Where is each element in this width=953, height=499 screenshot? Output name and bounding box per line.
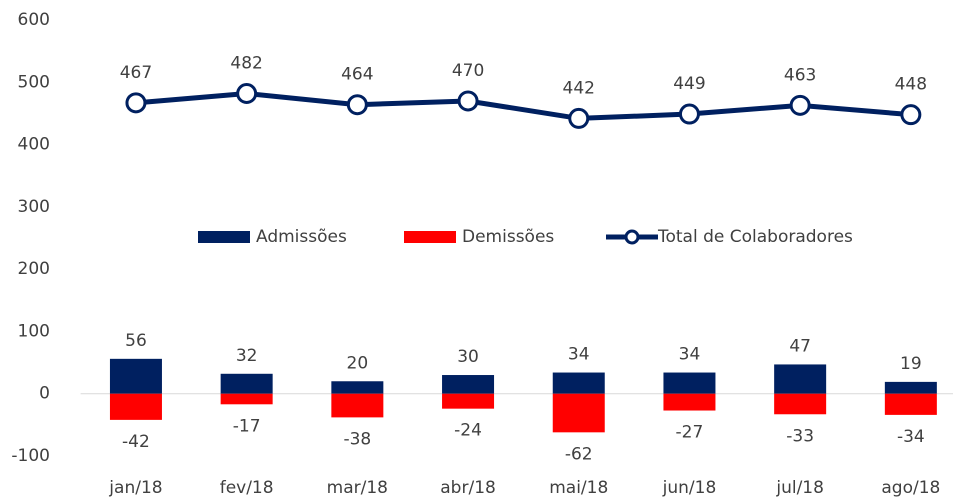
bar: [552, 372, 605, 394]
line-marker: [457, 90, 479, 112]
data-label: -24: [454, 421, 482, 441]
bar: [331, 381, 384, 394]
data-label: 448: [895, 75, 927, 95]
bar: [109, 358, 162, 394]
legend-label: Total de Colaboradores: [657, 227, 853, 247]
line-marker: [346, 94, 368, 116]
data-label: 449: [673, 74, 705, 94]
data-label: 470: [452, 61, 484, 81]
legend-label: Demissões: [462, 227, 554, 247]
y-tick-label: 300: [18, 197, 50, 217]
y-tick-label: -100: [11, 446, 50, 466]
bar: [663, 372, 716, 394]
line-marker: [900, 104, 922, 126]
y-tick-label: 400: [18, 135, 50, 155]
data-label: -62: [565, 444, 593, 464]
data-label: 32: [236, 346, 258, 366]
x-tick-label: jan/18: [108, 478, 162, 498]
data-label: -42: [122, 432, 150, 452]
bar: [663, 393, 716, 411]
x-tick-label: abr/18: [440, 478, 496, 498]
line-marker: [236, 82, 258, 104]
data-label: -27: [676, 423, 704, 443]
data-label: 30: [457, 347, 479, 367]
data-label: -33: [786, 426, 814, 446]
bar: [774, 393, 827, 415]
data-label: 19: [900, 354, 922, 374]
bar: [331, 393, 384, 418]
data-label: -34: [897, 427, 925, 447]
data-label: 47: [789, 336, 811, 356]
data-label: 34: [568, 345, 590, 365]
x-tick-label: mar/18: [327, 478, 388, 498]
y-tick-label: 100: [18, 321, 50, 341]
data-label: 56: [125, 331, 147, 351]
data-label: 20: [347, 353, 369, 373]
y-tick-label: 600: [18, 10, 50, 30]
data-label: 467: [120, 63, 152, 83]
legend-swatch: [404, 231, 456, 243]
legend-swatch: [624, 229, 640, 245]
bar: [220, 393, 273, 405]
x-tick-label: jun/18: [662, 478, 717, 498]
x-tick-label: jul/18: [775, 478, 824, 498]
line-marker: [789, 94, 811, 116]
bar: [884, 393, 937, 415]
line-marker: [568, 107, 590, 129]
data-label: 442: [563, 78, 595, 98]
data-label: -17: [233, 416, 261, 436]
x-tick-label: ago/18: [881, 478, 940, 498]
y-tick-label: 0: [39, 384, 50, 404]
x-tick-label: mai/18: [549, 478, 608, 498]
data-label: 463: [784, 65, 816, 85]
legend-label: Admissões: [256, 227, 347, 247]
bar: [774, 364, 827, 394]
bar: [109, 393, 162, 420]
bar: [442, 393, 495, 409]
legend-swatch: [198, 231, 250, 243]
bar: [552, 393, 605, 433]
data-label: 482: [230, 53, 262, 73]
line-marker: [125, 92, 147, 114]
y-tick-label: 200: [18, 259, 50, 279]
y-tick-label: 500: [18, 72, 50, 92]
line: [135, 90, 912, 121]
x-tick-label: fev/18: [220, 478, 274, 498]
bar: [884, 381, 937, 394]
bar: [220, 373, 273, 394]
line-marker: [678, 103, 700, 125]
data-label: 464: [341, 65, 373, 85]
data-label: -38: [343, 429, 371, 449]
bar: [442, 375, 495, 394]
data-label: 34: [679, 345, 701, 365]
